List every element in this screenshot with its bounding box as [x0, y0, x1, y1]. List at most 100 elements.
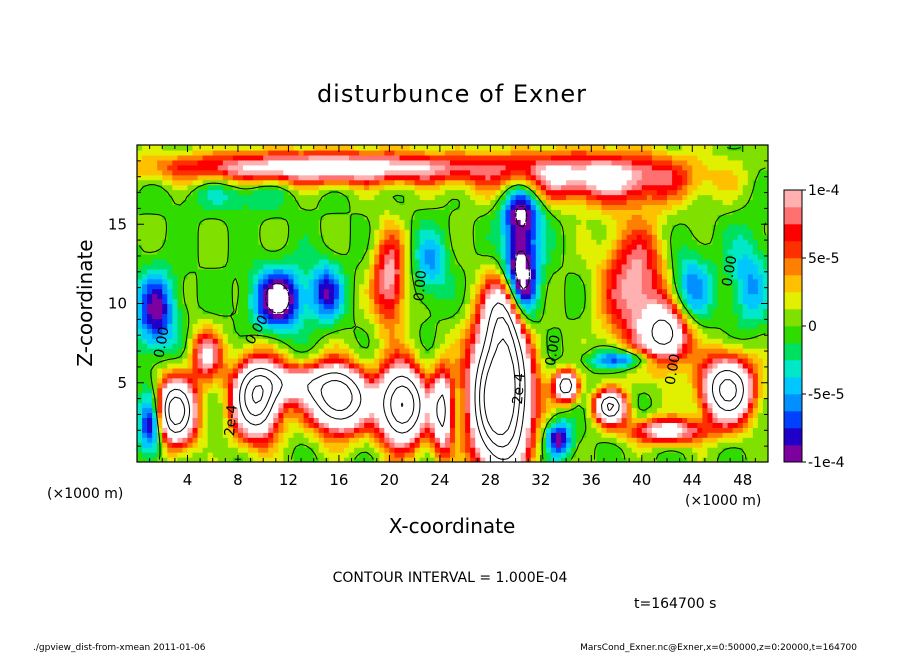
field-cell: [732, 422, 739, 428]
field-cell: [338, 318, 345, 324]
field-cell: [197, 362, 204, 369]
field-cell: [202, 348, 209, 354]
field-cell: [172, 432, 178, 438]
field-cell: [273, 452, 279, 458]
field-cell: [338, 293, 345, 300]
field-cell: [243, 278, 249, 285]
field-cell: [460, 447, 466, 453]
field-cell: [192, 457, 199, 462]
field-cell: [611, 308, 618, 314]
field-cell: [732, 283, 739, 290]
field-cell: [177, 338, 184, 344]
field-cell: [399, 293, 406, 300]
field-cell: [253, 442, 259, 448]
field-cell: [273, 268, 279, 275]
field-cell: [444, 353, 451, 359]
field-cell: [313, 362, 320, 369]
field-cell: [444, 357, 451, 364]
field-cell: [404, 432, 411, 438]
field-cell: [414, 457, 421, 462]
field-cell: [616, 377, 623, 384]
field-cell: [747, 412, 754, 419]
field-cell: [636, 392, 643, 399]
field-cell: [313, 377, 320, 384]
field-cell: [449, 323, 456, 329]
field-cell: [258, 278, 264, 285]
field-cell: [222, 387, 229, 394]
field-cell: [656, 263, 663, 270]
field-cell: [742, 283, 749, 290]
field-cell: [157, 288, 163, 295]
field-cell: [561, 288, 567, 295]
field-cell: [500, 283, 507, 290]
field-cell: [258, 263, 264, 270]
field-cell: [147, 303, 153, 310]
field-cell: [318, 313, 325, 319]
field-cell: [263, 293, 269, 300]
field-cell: [323, 333, 330, 339]
field-cell: [318, 422, 325, 428]
field-cell: [465, 372, 471, 379]
field-cell: [248, 288, 254, 295]
field-cell: [641, 303, 648, 310]
field-cell: [419, 323, 426, 329]
field-cell: [566, 343, 572, 349]
field-cell: [147, 407, 153, 414]
field-cell: [374, 402, 380, 409]
field-cell: [424, 303, 431, 310]
field-cell: [389, 437, 396, 443]
field-cell: [227, 457, 234, 462]
field-cell: [248, 372, 254, 379]
field-cell: [177, 357, 184, 364]
field-cell: [409, 293, 416, 300]
field-cell: [439, 437, 446, 443]
field-cell: [288, 273, 295, 280]
field-cell: [581, 263, 587, 270]
field-cell: [495, 333, 502, 339]
field-cell: [535, 263, 542, 270]
field-cell: [374, 293, 380, 300]
field-cell: [162, 452, 168, 458]
field-cell: [651, 367, 658, 374]
field-cell: [525, 422, 532, 428]
field-cell: [227, 372, 234, 379]
field-cell: [323, 392, 330, 399]
field-cell: [137, 392, 143, 399]
field-cell: [248, 452, 254, 458]
field-cell: [606, 457, 613, 462]
field-cell: [449, 333, 456, 339]
field-cell: [641, 328, 648, 334]
field-cell: [485, 422, 491, 428]
field-cell: [576, 372, 582, 379]
field-cell: [505, 362, 512, 369]
field-cell: [747, 283, 754, 290]
field-cell: [656, 397, 663, 404]
field-cell: [732, 288, 739, 295]
field-cell: [626, 323, 633, 329]
field-cell: [470, 338, 476, 344]
field-cell: [243, 457, 249, 462]
field-cell: [490, 288, 497, 295]
field-cell: [147, 417, 153, 423]
field-cell: [480, 283, 486, 290]
field-cell: [677, 417, 683, 423]
field-cell: [455, 313, 461, 319]
field-cell: [258, 367, 264, 374]
field-cell: [278, 382, 284, 389]
field-cell: [212, 367, 219, 374]
field-cell: [561, 278, 567, 285]
field-cell: [202, 293, 209, 300]
field-cell: [545, 387, 552, 394]
field-cell: [197, 338, 204, 344]
field-cell: [646, 353, 653, 359]
field-cell: [273, 437, 279, 443]
field-cell: [283, 263, 290, 270]
field-cell: [737, 263, 744, 270]
field-cell: [621, 308, 628, 314]
field-cell: [313, 298, 320, 305]
field-cell: [379, 357, 385, 364]
field-cell: [328, 392, 335, 399]
field-cell: [591, 387, 597, 394]
field-cell: [520, 278, 527, 285]
field-cell: [177, 278, 184, 285]
